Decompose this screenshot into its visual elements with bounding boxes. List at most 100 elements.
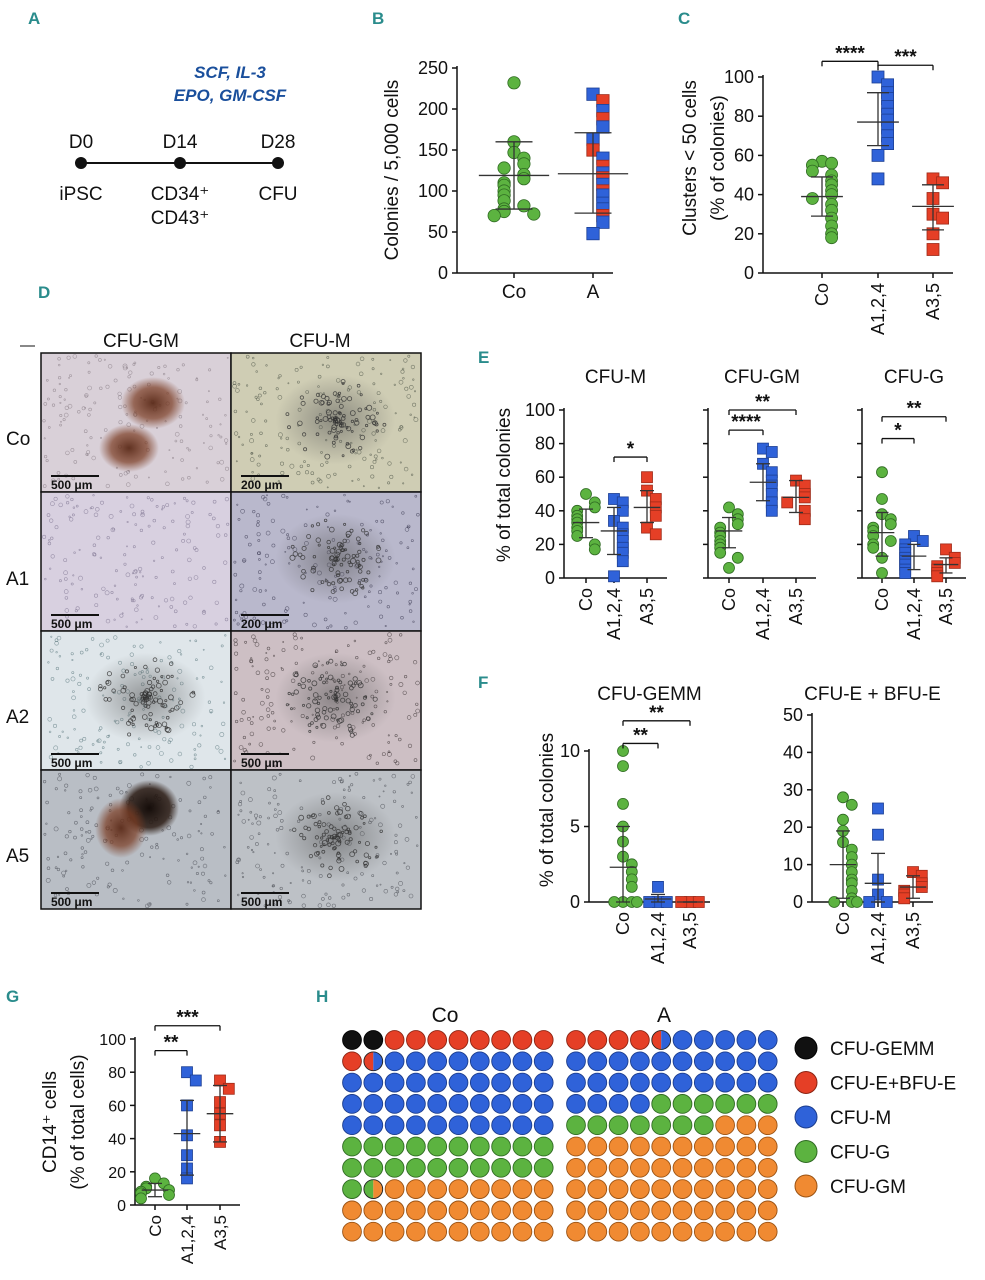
cell-speck: [70, 652, 74, 656]
cell-speck: [92, 543, 97, 547]
cell-speck: [178, 798, 183, 802]
cell-speck: [395, 562, 398, 565]
data-point: [189, 1074, 202, 1087]
cell-speck: [335, 549, 342, 555]
y-axis-label: % of total colonies: [537, 733, 558, 887]
cell-speck: [257, 539, 261, 542]
data-point: [926, 243, 940, 256]
cell-speck: [214, 622, 218, 626]
cell-speck: [98, 358, 102, 362]
cell-speck: [134, 583, 137, 586]
cell-speck: [377, 590, 382, 595]
cell-speck: [412, 378, 415, 381]
cell-speck: [162, 857, 165, 860]
cell-speck: [59, 413, 63, 417]
data-point: [649, 509, 662, 522]
cell-speck: [300, 677, 307, 683]
cell-speck: [398, 379, 404, 385]
waffle-cell: [630, 1072, 650, 1093]
waffle-cell: [469, 1136, 490, 1157]
cell-speck: [308, 686, 313, 691]
cell-speck: [292, 827, 297, 832]
cell-speck: [130, 696, 136, 703]
cell-speck: [326, 473, 331, 479]
scale-bar-label: 200 μm: [241, 617, 282, 631]
cell-speck: [98, 684, 103, 689]
waffle-cell: [491, 1115, 511, 1136]
cell-speck: [208, 775, 213, 780]
cell-speck: [272, 726, 276, 730]
cell-speck: [352, 849, 358, 854]
cell-speck: [73, 551, 76, 554]
cell-speck: [241, 875, 245, 879]
cell-speck: [255, 863, 260, 869]
cell-speck: [241, 710, 246, 715]
timepoint-day: D0: [69, 132, 93, 153]
y-axis-label: (% of total cells): [68, 1054, 89, 1189]
cell-speck: [326, 486, 329, 489]
cell-speck: [270, 710, 275, 715]
cell-speck: [357, 840, 361, 844]
data-point: [916, 535, 929, 547]
cell-speck: [373, 454, 378, 459]
cell-speck: [399, 425, 404, 430]
cell-speck: [185, 852, 189, 856]
cell-speck: [52, 388, 57, 392]
y-tick-label: 20: [108, 1165, 126, 1182]
y-tick-label: 80: [535, 434, 555, 454]
cell-speck: [233, 572, 238, 577]
cell-speck: [361, 586, 365, 590]
cell-speck: [44, 577, 47, 581]
cell-speck: [71, 714, 77, 719]
cell-speck: [408, 609, 413, 613]
cell-speck: [208, 445, 213, 451]
cell-speck: [93, 512, 99, 517]
cell-speck: [200, 856, 205, 861]
waffle-cell-half: [373, 1179, 383, 1199]
x-tick-label: Co: [146, 1215, 165, 1237]
waffle-cell: [533, 1157, 554, 1178]
cell-speck: [342, 788, 346, 792]
waffle-cell-outline: [363, 1179, 384, 1199]
cell-speck: [339, 562, 344, 567]
cell-speck: [307, 880, 312, 885]
cell-speck: [160, 556, 164, 560]
cell-speck: [254, 842, 259, 846]
cell-speck: [305, 716, 309, 720]
cell-speck: [73, 728, 76, 731]
cell-speck: [341, 557, 346, 562]
cell-speck: [79, 796, 83, 800]
x-tick-label: Co: [613, 912, 633, 935]
cell-speck: [319, 845, 323, 848]
waffle-cell: [363, 1072, 384, 1093]
cell-speck: [263, 904, 267, 908]
significance-label: **: [164, 1033, 179, 1054]
scale-bar-label: 500 μm: [241, 756, 282, 770]
waffle-cell: [363, 1030, 384, 1050]
cell-speck: [181, 539, 186, 543]
cell-speck: [338, 776, 343, 782]
cell-speck: [404, 527, 410, 532]
waffle-cell: [384, 1072, 405, 1093]
cell-speck: [379, 829, 383, 833]
cell-speck: [67, 403, 73, 409]
cell-speck: [110, 527, 116, 533]
waffle-cell: [672, 1221, 693, 1242]
cell-speck: [284, 606, 290, 611]
data-point: [723, 501, 735, 514]
cell-speck: [349, 851, 355, 857]
cell-speck: [343, 577, 349, 583]
cell-speck: [287, 900, 292, 905]
cell-speck: [75, 747, 79, 752]
cell-speck: [169, 596, 175, 602]
cell-speck: [277, 395, 283, 400]
cell-speck: [127, 732, 132, 737]
cell-speck: [220, 680, 223, 683]
cell-speck: [345, 570, 350, 574]
cell-speck: [338, 680, 343, 685]
cell-speck: [129, 697, 134, 702]
cell-speck: [394, 412, 397, 415]
cell-speck: [185, 622, 189, 626]
cell-speck: [336, 431, 340, 435]
cell-speck: [194, 548, 199, 552]
